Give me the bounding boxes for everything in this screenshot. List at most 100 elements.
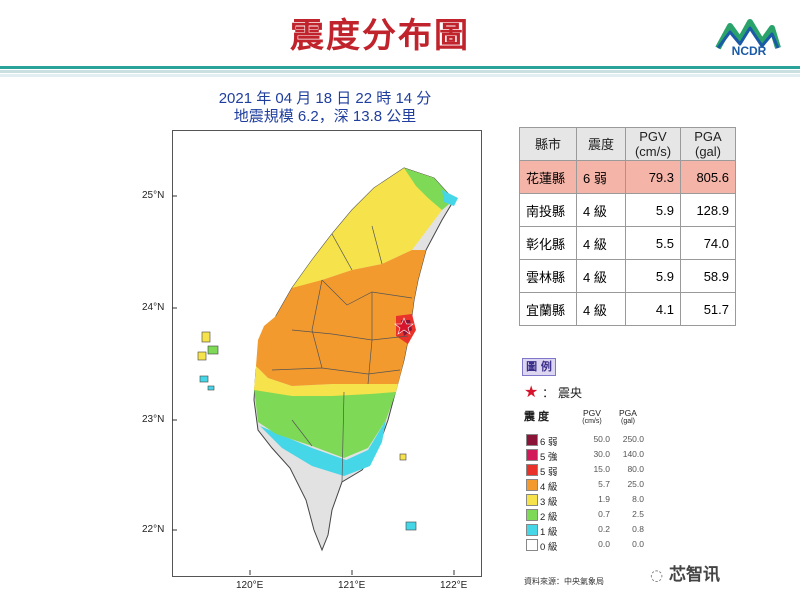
orchid-island bbox=[405, 521, 417, 531]
legend-row: 5 強 30.0 140.0 bbox=[518, 449, 644, 463]
table-header-row: 縣市 震度 PGV (cm/s) PGA (gal) bbox=[519, 127, 736, 161]
legend-pga-value: 25.0 bbox=[627, 479, 644, 489]
header-divider bbox=[0, 66, 800, 77]
epicenter-legend-star-icon: ★ bbox=[524, 382, 539, 401]
legend-level-label: 6 弱 bbox=[540, 437, 558, 448]
legend-pga-value: 250.0 bbox=[622, 434, 644, 444]
quake-time: 2021 年 04 月 18 日 22 時 14 分 bbox=[218, 90, 432, 107]
lat-label-24: 24°N bbox=[142, 302, 165, 313]
pgv-cell: 5.9 bbox=[625, 259, 681, 293]
zone-level-2 bbox=[254, 388, 396, 458]
county-cell: 宜蘭縣 bbox=[519, 292, 577, 326]
legend-pga-value: 0.0 bbox=[632, 539, 644, 549]
watermark: ◌ 芯智讯 bbox=[650, 560, 720, 585]
pga-unit: (gal) bbox=[694, 144, 721, 159]
epicenter-legend-label: ： 震央 bbox=[542, 386, 582, 400]
quake-info: 2021 年 04 月 18 日 22 時 14 分 地震規模 6.2，深 13… bbox=[172, 90, 478, 126]
penghu-islands bbox=[197, 331, 219, 391]
legend-pgv-value: 15.0 bbox=[593, 464, 610, 474]
pga-cell: 51.7 bbox=[680, 292, 736, 326]
legend-row: 5 弱 15.0 80.0 bbox=[518, 464, 644, 478]
green-island bbox=[399, 453, 407, 461]
county-borders bbox=[271, 225, 413, 483]
axis-ticks bbox=[172, 195, 455, 575]
table-row: 雲林縣 4 級 5.9 58.9 bbox=[519, 259, 736, 293]
legend-pgv-unit: (cm/s) bbox=[582, 418, 602, 425]
legend-pgv-value: 30.0 bbox=[593, 449, 610, 459]
pga-cell: 805.6 bbox=[680, 160, 736, 194]
legend-pgv-value: 50.0 bbox=[593, 434, 610, 444]
legend-swatch bbox=[526, 539, 538, 551]
legend-pga-unit: (gal) bbox=[620, 418, 635, 425]
zone-level-1-ne bbox=[442, 190, 458, 206]
legend-row: 2 級 0.7 2.5 bbox=[518, 509, 644, 523]
epicenter-star-icon bbox=[394, 317, 414, 335]
pgv-cell: 79.3 bbox=[625, 160, 681, 194]
legend-pga-label: PGA bbox=[619, 408, 637, 418]
col-county: 縣市 bbox=[519, 127, 577, 161]
legend-col-pgv: PGV (cm/s) bbox=[574, 408, 610, 425]
legend-pga-value: 8.0 bbox=[632, 494, 644, 504]
col-pga: PGA (gal) bbox=[680, 127, 736, 161]
intensity-cell: 4 級 bbox=[576, 226, 626, 260]
legend-pga-value: 140.0 bbox=[622, 449, 644, 459]
zone-level-4 bbox=[256, 250, 426, 386]
watermark-text: 芯智讯 bbox=[669, 565, 721, 585]
pgv-unit: (cm/s) bbox=[634, 144, 672, 159]
county-cell: 花蓮縣 bbox=[519, 160, 577, 194]
lon-label-121: 121°E bbox=[338, 580, 366, 591]
pga-cell: 74.0 bbox=[680, 226, 736, 260]
legend-level-label: 1 級 bbox=[540, 527, 558, 538]
legend-pga-value: 0.8 bbox=[632, 524, 644, 534]
intensity-cell: 4 級 bbox=[576, 259, 626, 293]
col-intensity: 震度 bbox=[576, 127, 626, 161]
county-cell: 彰化縣 bbox=[519, 226, 577, 260]
pgv-label: PGV bbox=[639, 129, 667, 144]
lon-label-120: 120°E bbox=[236, 580, 264, 591]
zone-level-2-north bbox=[404, 168, 454, 210]
col-pgv: PGV (cm/s) bbox=[625, 127, 681, 161]
legend-level-label: 0 級 bbox=[540, 542, 558, 553]
table-row: 花蓮縣 6 弱 79.3 805.6 bbox=[519, 160, 736, 194]
legend-level-label: 5 強 bbox=[540, 452, 558, 463]
legend-swatch bbox=[526, 509, 538, 521]
lat-label-22: 22°N bbox=[142, 524, 165, 535]
pga-cell: 58.9 bbox=[680, 259, 736, 293]
data-source: 資料來源：中央氣象局 bbox=[524, 577, 604, 586]
legend-pga-value: 80.0 bbox=[627, 464, 644, 474]
pga-label: PGA bbox=[694, 129, 722, 144]
legend-swatch bbox=[526, 449, 538, 461]
quake-magnitude-depth: 地震規模 6.2，深 13.8 公里 bbox=[233, 108, 417, 125]
legend-row: 6 弱 50.0 250.0 bbox=[518, 434, 644, 448]
legend-level-label: 3 級 bbox=[540, 497, 558, 508]
legend-row: 0 級 0.0 0.0 bbox=[518, 539, 644, 553]
legend-epicenter: ★ ： 震央 bbox=[524, 382, 582, 401]
legend-level-label: 2 級 bbox=[540, 512, 558, 523]
logo-text: NCDR bbox=[731, 44, 767, 58]
legend-pgv-label: PGV bbox=[583, 408, 601, 418]
legend-swatch bbox=[526, 479, 538, 491]
zone-level-1 bbox=[260, 420, 386, 476]
legend-tag: 圖 例 bbox=[522, 358, 556, 376]
lat-label-23: 23°N bbox=[142, 414, 165, 425]
legend-swatch bbox=[526, 524, 538, 536]
table-row: 南投縣 4 級 5.9 128.9 bbox=[519, 193, 736, 227]
legend-pgv-value: 0.2 bbox=[598, 524, 610, 534]
intensity-cell: 4 級 bbox=[576, 193, 626, 227]
legend-swatch bbox=[526, 464, 538, 476]
pgv-cell: 5.9 bbox=[625, 193, 681, 227]
intensity-cell: 6 弱 bbox=[576, 160, 626, 194]
legend-swatch bbox=[526, 434, 538, 446]
table-row: 彰化縣 4 級 5.5 74.0 bbox=[519, 226, 736, 260]
county-cell: 雲林縣 bbox=[519, 259, 577, 293]
legend-pga-value: 2.5 bbox=[632, 509, 644, 519]
lat-label-25: 25°N bbox=[142, 190, 165, 201]
intensity-legend: 震 度 PGV (cm/s) PGA (gal) 6 弱 50.0 250.0 5 強… bbox=[518, 408, 648, 578]
table-row: 宜蘭縣 4 級 4.1 51.7 bbox=[519, 292, 736, 326]
legend-row: 3 級 1.9 8.0 bbox=[518, 494, 644, 508]
legend-pgv-value: 0.0 bbox=[598, 539, 610, 549]
intensity-map bbox=[172, 167, 458, 575]
legend-level-label: 5 弱 bbox=[540, 467, 558, 478]
legend-pgv-value: 1.9 bbox=[598, 494, 610, 504]
legend-col-intensity: 震 度 bbox=[524, 411, 550, 423]
